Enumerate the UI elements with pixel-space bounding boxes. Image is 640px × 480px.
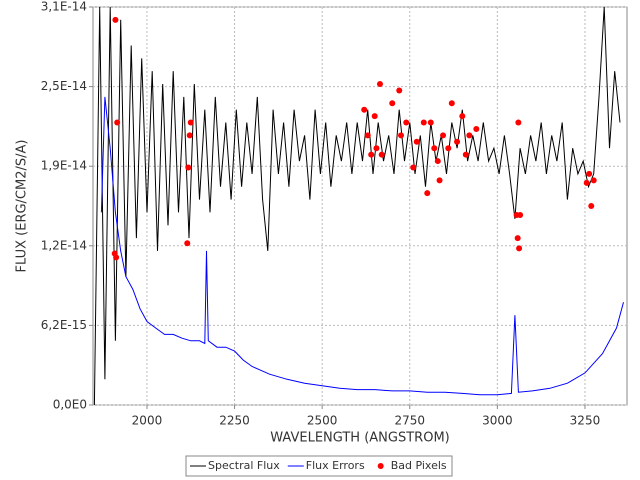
y-tick-label: 1,9E-14 [41, 159, 87, 173]
bad-pixel [427, 119, 434, 126]
bad-pixel [396, 87, 403, 94]
y-tick-label: 6,2E-15 [41, 318, 87, 332]
series-line [93, 7, 621, 405]
bad-pixel [397, 132, 404, 139]
bad-pixel [376, 81, 383, 88]
x-axis-label: WAVELENGTH (ANGSTROM) [270, 431, 449, 446]
bad-pixel [517, 211, 524, 218]
bad-pixel [583, 179, 590, 186]
y-tick-label: 3,1E-14 [41, 0, 87, 14]
bad-pixel [466, 132, 473, 139]
bad-pixel [440, 132, 447, 139]
bad-pixel [431, 145, 438, 152]
bad-pixel [389, 100, 396, 107]
bad-pixel [410, 164, 417, 171]
y-tick-label: 0,0E0 [53, 398, 87, 412]
y-tick-label: 2,5E-14 [41, 79, 87, 93]
legend-marker [377, 463, 384, 469]
series-line [100, 96, 624, 396]
x-tick-label: 2250 [219, 414, 250, 428]
x-tick-label: 2000 [132, 414, 163, 428]
bad-pixel [514, 235, 521, 242]
bad-pixel [448, 100, 455, 107]
legend-label: Spectral Flux [208, 459, 280, 472]
bad-pixel [586, 170, 593, 177]
bad-pixel [186, 132, 193, 139]
x-tick-label: 2750 [394, 414, 425, 428]
legend-label: Flux Errors [306, 459, 365, 472]
bad-pixel [424, 190, 431, 197]
bad-pixel [114, 119, 121, 126]
bad-pixel [368, 151, 375, 158]
x-tick-label: 2500 [307, 414, 338, 428]
bad-pixel [436, 177, 443, 184]
x-tick-label: 3000 [482, 414, 513, 428]
bad-pixel [378, 151, 385, 158]
y-tick-label: 1,2E-14 [41, 238, 87, 252]
bad-pixel [588, 203, 595, 209]
x-tick-label: 3250 [570, 414, 601, 428]
legend-label: Bad Pixels [391, 459, 447, 472]
bad-pixel [373, 145, 380, 152]
bad-pixel [445, 145, 452, 152]
bad-pixel [113, 254, 120, 261]
bad-pixel [413, 138, 420, 145]
bad-pixel [364, 132, 371, 139]
bad-pixel [516, 245, 523, 252]
bad-pixel [371, 113, 378, 120]
bad-pixel [590, 177, 597, 184]
plot-content [93, 7, 624, 405]
plot-area [92, 6, 628, 406]
bad-pixel [403, 119, 410, 126]
bad-pixel [459, 113, 466, 120]
bad-pixel [434, 158, 441, 165]
bad-pixel [420, 119, 427, 126]
bad-pixel [515, 119, 522, 126]
y-axis-label: FLUX (ERG/CM2/S/A) [15, 140, 30, 273]
bad-pixel [187, 119, 194, 126]
bad-pixel [185, 164, 192, 171]
legend [185, 455, 453, 477]
bad-pixel [454, 138, 461, 145]
bad-pixel [473, 125, 480, 132]
bad-pixel [462, 151, 469, 158]
bad-pixel [361, 106, 368, 113]
bad-pixel [112, 16, 119, 23]
bad-pixel [184, 240, 191, 247]
